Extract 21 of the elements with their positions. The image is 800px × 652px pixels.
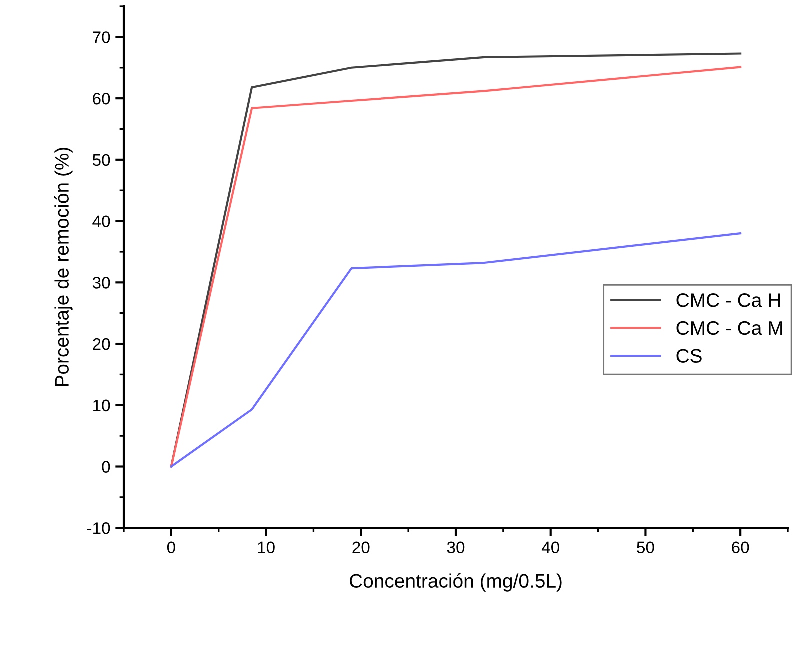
y-tick-label: 30: [92, 277, 110, 289]
legend-label: CMC - Ca H: [676, 294, 780, 308]
x-tick-label: 30: [447, 542, 465, 554]
y-tick-label: 10: [94, 400, 110, 412]
legend-label: CS: [676, 349, 702, 363]
y-tick-label: 50: [92, 154, 110, 166]
y-tick-label: 0: [102, 461, 110, 473]
y-tick-label: 70: [93, 32, 110, 44]
x-axis-title: Concentración (mg/0.5L): [350, 574, 562, 592]
y-axis-title: Porcentaje de remoción (%): [54, 148, 73, 386]
y-tick-label: 60: [93, 92, 110, 105]
y-tick-label: 20: [93, 338, 110, 350]
x-tick-label: 10: [258, 542, 275, 554]
y-tick-label: -10: [87, 522, 110, 534]
legend-label: CMC - Ca M: [676, 321, 782, 336]
y-tick-label: 40: [92, 216, 110, 228]
x-tick-label: 20: [352, 542, 370, 554]
x-tick-label: 60: [732, 542, 750, 554]
x-tick-label: 40: [542, 542, 560, 554]
x-tick-label: 0: [167, 542, 176, 554]
x-tick-label: 50: [637, 542, 654, 554]
